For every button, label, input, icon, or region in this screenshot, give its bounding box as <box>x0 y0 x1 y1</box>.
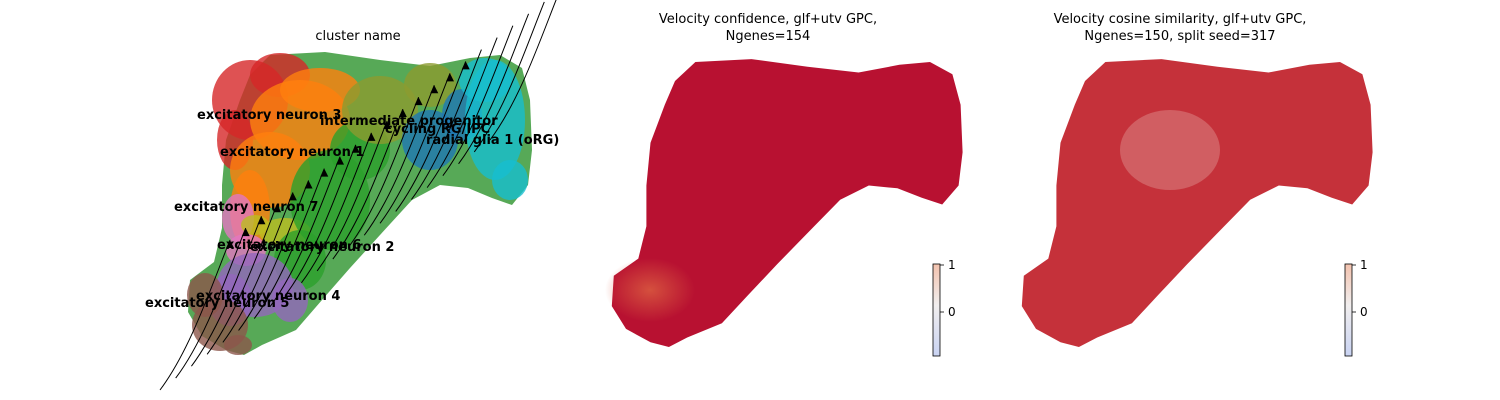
cluster-label: excitatory neuron 5 <box>145 296 289 311</box>
cluster-panel: cluster name excitatory neuron 3intermed… <box>145 0 559 391</box>
stream-arrow <box>273 204 282 213</box>
cluster-point-cloud <box>404 63 456 107</box>
confidence-region <box>611 59 963 347</box>
cluster-label: excitatory neuron 4 <box>196 289 340 304</box>
cluster-label: radial glia 1 (oRG) <box>426 133 559 148</box>
stream-arrow <box>398 109 407 118</box>
stream-line <box>316 120 388 272</box>
cosine-panel: Velocity cosine similarity, glf+utv GPC,… <box>1021 12 1373 357</box>
stream-line <box>159 239 231 391</box>
stream-line <box>301 132 372 284</box>
cosine-title-line-2: Ngenes=150, split seed=317 <box>1084 29 1275 44</box>
stream-arrow <box>430 85 439 94</box>
cluster-label: excitatory neuron 1 <box>220 145 364 160</box>
stream-line <box>285 144 357 296</box>
cluster-point-cloud <box>224 335 252 355</box>
cluster-label: excitatory neuron 2 <box>250 240 394 255</box>
confidence-panel: Velocity confidence, glf+utv GPC, Ngenes… <box>605 12 963 357</box>
stream-line <box>348 96 420 248</box>
cluster-point-cloud <box>342 76 418 144</box>
stream-line <box>191 216 262 367</box>
cluster-point-cloud <box>492 160 528 200</box>
cluster-points <box>187 53 528 355</box>
cluster-point-cloud <box>187 273 223 317</box>
low-confidence-area <box>605 258 695 322</box>
stream-arrow <box>414 97 423 106</box>
cosine-title-line-1: Velocity cosine similarity, glf+utv GPC, <box>1054 12 1307 27</box>
cluster-label: excitatory neuron 7 <box>174 200 318 215</box>
confidence-title-line-1: Velocity confidence, glf+utv GPC, <box>659 12 877 27</box>
stream-arrow <box>226 240 234 248</box>
stream-line <box>253 168 325 319</box>
stream-line <box>473 1 545 153</box>
stream-arrow <box>446 73 454 82</box>
stream-arrow <box>304 180 313 189</box>
stream-line <box>395 61 467 212</box>
stream-line <box>238 180 310 331</box>
stream-arrow <box>383 120 392 129</box>
stream-line <box>175 227 247 379</box>
cosine-points <box>1021 59 1373 347</box>
colorbar-tick-label-1: 1 <box>1360 258 1368 272</box>
colorbar-tick-label-0: 0 <box>948 305 956 319</box>
stream-line <box>379 73 451 224</box>
stream-line <box>269 156 341 307</box>
stream-arrow <box>336 156 344 165</box>
stream-line <box>442 25 514 177</box>
stream-arrow <box>367 132 376 141</box>
stream-line <box>458 13 530 165</box>
cosine-colorbar: 1 0 <box>1344 258 1368 357</box>
colorbar-gradient <box>1344 263 1353 357</box>
confidence-colorbar: 1 0 <box>932 258 956 357</box>
colorbar-gradient <box>932 263 941 357</box>
stream-line <box>206 204 278 355</box>
cluster-label: excitatory neuron 6 <box>217 238 361 253</box>
stream-line <box>489 0 557 141</box>
colorbar-tick-label-0: 0 <box>1360 305 1368 319</box>
cluster-label: cycling RG/IPC <box>385 122 490 137</box>
stream-arrow <box>288 192 297 201</box>
colorbar-tick-label-1: 1 <box>948 258 956 272</box>
stream-line <box>332 108 404 260</box>
stream-line <box>222 192 294 343</box>
stream-line <box>426 37 498 188</box>
stream-arrow <box>320 168 329 177</box>
stream-arrow <box>351 144 360 153</box>
cosine-region <box>1021 59 1373 347</box>
stream-line <box>363 85 435 236</box>
cluster-point-cloud <box>272 278 308 322</box>
low-similarity-area <box>1120 110 1220 190</box>
stream-line <box>411 49 482 200</box>
cluster-label: excitatory neuron 3 <box>197 108 341 123</box>
confidence-points <box>605 59 963 347</box>
stream-arrow <box>461 61 470 70</box>
cluster-label: intermediate progenitor <box>320 114 498 129</box>
stream-arrow <box>257 216 266 225</box>
confidence-title-line-2: Ngenes=154 <box>726 29 811 44</box>
cluster-point-cloud <box>280 68 360 112</box>
stream-arrow <box>241 228 250 237</box>
velocity-stream-lines <box>159 0 557 391</box>
cluster-panel-title: cluster name <box>315 29 400 44</box>
